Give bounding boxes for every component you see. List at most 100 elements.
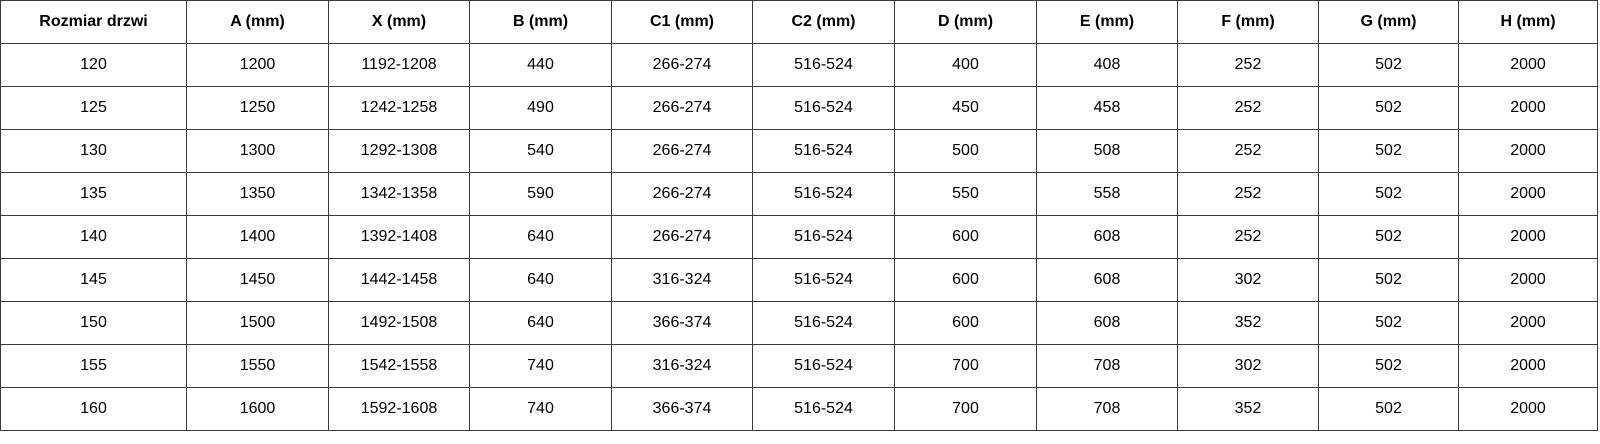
table-cell: 135 <box>0 172 187 216</box>
table-cell: 708 <box>1036 387 1178 431</box>
table-cell: 352 <box>1177 301 1319 345</box>
table-row: 135 1350 1342-1358 590 266-274 516-524 550 558 2… <box>0 172 1598 216</box>
table-cell: 700 <box>894 344 1037 388</box>
table-cell: 608 <box>1036 215 1178 259</box>
table-cell: 700 <box>894 387 1037 431</box>
table-cell: 266-274 <box>611 86 753 130</box>
table-cell: 516-524 <box>752 86 895 130</box>
table-cell: 502 <box>1318 258 1459 302</box>
table-cell: 1450 <box>186 258 329 302</box>
table-cell: 502 <box>1318 43 1459 87</box>
table-cell: 2000 <box>1458 301 1598 345</box>
table-cell: 2000 <box>1458 215 1598 259</box>
table-cell: 2000 <box>1458 129 1598 173</box>
table-cell: 400 <box>894 43 1037 87</box>
table-cell: 502 <box>1318 172 1459 216</box>
table-cell: 516-524 <box>752 344 895 388</box>
table-cell: 502 <box>1318 129 1459 173</box>
table-cell: 516-524 <box>752 387 895 431</box>
column-header: G (mm) <box>1318 0 1459 44</box>
table-cell: 1400 <box>186 215 329 259</box>
table-cell: 160 <box>0 387 187 431</box>
table-cell: 600 <box>894 301 1037 345</box>
table-cell: 608 <box>1036 258 1178 302</box>
table-row: 155 1550 1542-1558 740 316-324 516-524 700 708 3… <box>0 344 1598 388</box>
table-row: 160 1600 1592-1608 740 366-374 516-524 700 708 3… <box>0 387 1598 431</box>
table-cell: 1542-1558 <box>328 344 470 388</box>
table-cell: 252 <box>1177 43 1319 87</box>
column-header: D (mm) <box>894 0 1037 44</box>
table-cell: 440 <box>469 43 612 87</box>
table-cell: 316-324 <box>611 344 753 388</box>
table-cell: 708 <box>1036 344 1178 388</box>
table-cell: 366-374 <box>611 301 753 345</box>
table-cell: 640 <box>469 301 612 345</box>
table-cell: 540 <box>469 129 612 173</box>
table-cell: 516-524 <box>752 43 895 87</box>
column-header: X (mm) <box>328 0 470 44</box>
table-cell: 490 <box>469 86 612 130</box>
table-cell: 266-274 <box>611 43 753 87</box>
table-cell: 2000 <box>1458 172 1598 216</box>
table-cell: 1300 <box>186 129 329 173</box>
table-cell: 408 <box>1036 43 1178 87</box>
table-header-row: Rozmiar drzwi A (mm) X (mm) B (mm) C1 (mm) C2… <box>0 0 1598 44</box>
table-row: 125 1250 1242-1258 490 266-274 516-524 450 458 2… <box>0 86 1598 130</box>
table-cell: 608 <box>1036 301 1178 345</box>
table-cell: 458 <box>1036 86 1178 130</box>
table-cell: 366-374 <box>611 387 753 431</box>
column-header: C2 (mm) <box>752 0 895 44</box>
table-row: 140 1400 1392-1408 640 266-274 516-524 600 608 2… <box>0 215 1598 259</box>
table-cell: 302 <box>1177 258 1319 302</box>
table-cell: 558 <box>1036 172 1178 216</box>
table-cell: 252 <box>1177 172 1319 216</box>
table-row: 130 1300 1292-1308 540 266-274 516-524 500 508 2… <box>0 129 1598 173</box>
table-row: 150 1500 1492-1508 640 366-374 516-524 600 608 3… <box>0 301 1598 345</box>
table-cell: 352 <box>1177 387 1319 431</box>
table-cell: 1600 <box>186 387 329 431</box>
table-cell: 2000 <box>1458 43 1598 87</box>
table-cell: 502 <box>1318 344 1459 388</box>
table-cell: 316-324 <box>611 258 753 302</box>
table-cell: 502 <box>1318 301 1459 345</box>
column-header: A (mm) <box>186 0 329 44</box>
table-cell: 600 <box>894 215 1037 259</box>
table-cell: 2000 <box>1458 344 1598 388</box>
table-cell: 740 <box>469 344 612 388</box>
table-cell: 1292-1308 <box>328 129 470 173</box>
column-header: B (mm) <box>469 0 612 44</box>
table-cell: 516-524 <box>752 172 895 216</box>
table-cell: 1500 <box>186 301 329 345</box>
table-cell: 1350 <box>186 172 329 216</box>
table-cell: 130 <box>0 129 187 173</box>
table-cell: 1492-1508 <box>328 301 470 345</box>
table-cell: 2000 <box>1458 387 1598 431</box>
table-cell: 508 <box>1036 129 1178 173</box>
table-cell: 2000 <box>1458 258 1598 302</box>
table-row: 145 1450 1442-1458 640 316-324 516-524 600 608 3… <box>0 258 1598 302</box>
table-cell: 266-274 <box>611 215 753 259</box>
table-cell: 502 <box>1318 387 1459 431</box>
table-cell: 145 <box>0 258 187 302</box>
table-cell: 1242-1258 <box>328 86 470 130</box>
table-cell: 640 <box>469 258 612 302</box>
table-cell: 640 <box>469 215 612 259</box>
table-cell: 502 <box>1318 86 1459 130</box>
table-cell: 450 <box>894 86 1037 130</box>
table-cell: 1342-1358 <box>328 172 470 216</box>
table-cell: 1592-1608 <box>328 387 470 431</box>
column-header: F (mm) <box>1177 0 1319 44</box>
table-cell: 516-524 <box>752 129 895 173</box>
column-header: E (mm) <box>1036 0 1178 44</box>
table-cell: 550 <box>894 172 1037 216</box>
door-size-table: Rozmiar drzwi A (mm) X (mm) B (mm) C1 (mm) C2… <box>0 0 1598 431</box>
table-cell: 155 <box>0 344 187 388</box>
table-cell: 252 <box>1177 215 1319 259</box>
table-cell: 266-274 <box>611 172 753 216</box>
column-header: C1 (mm) <box>611 0 753 44</box>
table-cell: 590 <box>469 172 612 216</box>
table-cell: 1200 <box>186 43 329 87</box>
table-cell: 1392-1408 <box>328 215 470 259</box>
table-cell: 1192-1208 <box>328 43 470 87</box>
table-cell: 252 <box>1177 86 1319 130</box>
